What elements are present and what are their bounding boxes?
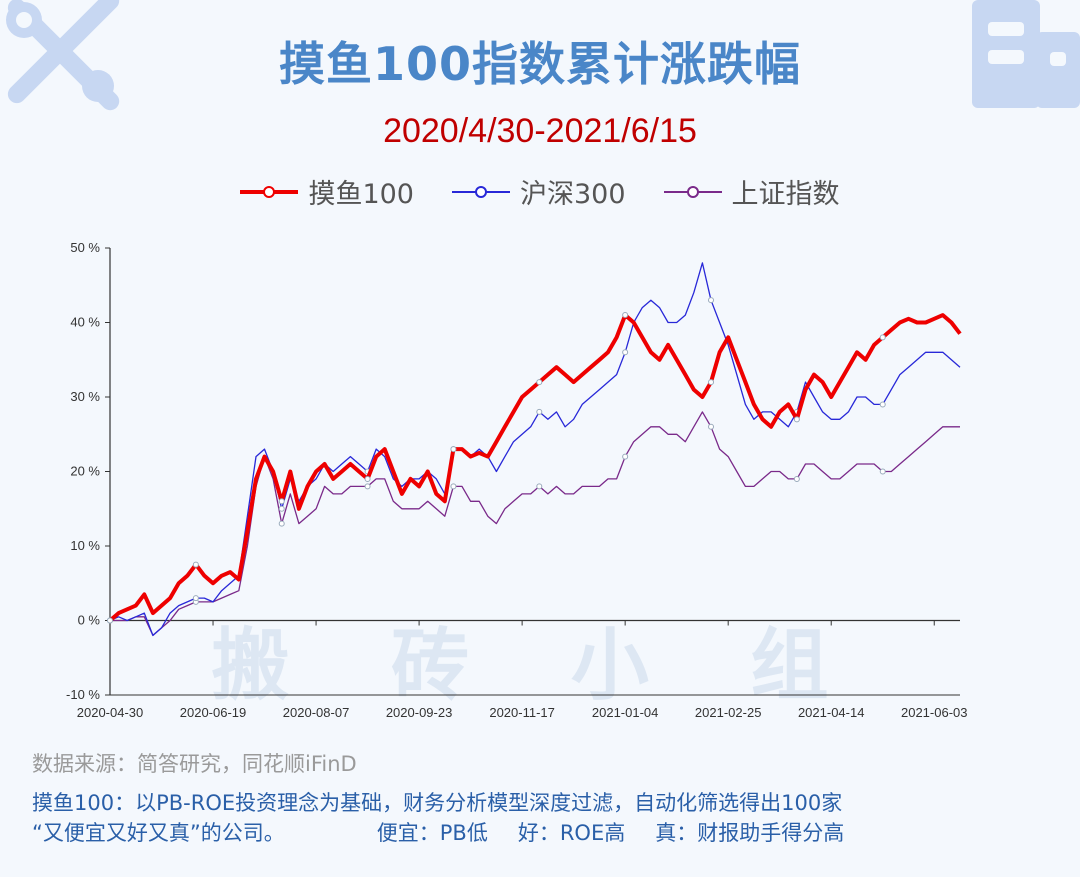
chart-subtitle: 2020/4/30-2021/6/15 xyxy=(383,112,697,150)
data-point xyxy=(879,468,886,475)
good-note: 好：ROE高 xyxy=(517,821,626,845)
description-text: “又便宜又好又真”的公司。 xyxy=(32,821,285,845)
series-line xyxy=(108,313,962,623)
data-point xyxy=(708,297,715,304)
data-point xyxy=(793,475,800,482)
chart-title: 摸鱼100指数累计涨跌幅 xyxy=(278,37,802,91)
data-point xyxy=(536,408,543,415)
data-point xyxy=(708,379,715,386)
data-point xyxy=(278,505,285,512)
x-tick-label: 2020-08-07 xyxy=(283,705,350,720)
description-line: 摸鱼100：以PB-ROE投资理念为基础，财务分析模型深度过滤，自动化筛选得出1… xyxy=(32,791,843,815)
x-tick-label: 2021-04-14 xyxy=(798,705,865,720)
data-point xyxy=(364,475,371,482)
x-tick-label: 2020-04-30 xyxy=(77,705,144,720)
legend-swatch xyxy=(240,185,299,198)
series-lines xyxy=(107,262,962,637)
y-tick-label: 20 % xyxy=(70,464,100,479)
real-note: 真：财报助手得分高 xyxy=(655,821,845,845)
legend-label: 摸鱼100 xyxy=(308,179,414,210)
data-point xyxy=(879,334,886,341)
legend-label: 沪深300 xyxy=(520,179,626,210)
x-tick-label: 2020-11-17 xyxy=(489,705,555,720)
data-point xyxy=(192,561,199,568)
wrench-screwdriver-icon xyxy=(6,0,120,111)
data-point xyxy=(278,498,285,505)
data-point xyxy=(622,349,629,356)
y-tick-label: 40 % xyxy=(70,315,100,330)
x-tick-label: 2021-01-04 xyxy=(592,705,659,720)
building-icon xyxy=(972,0,1080,108)
legend-label: 上证指数 xyxy=(731,179,840,210)
legend-swatch xyxy=(663,185,722,198)
data-point xyxy=(107,617,113,624)
data-point xyxy=(536,379,543,386)
y-tick-label: -10 % xyxy=(66,687,100,702)
description: 摸鱼100：以PB-ROE投资理念为基础，财务分析模型深度过滤，自动化筛选得出1… xyxy=(32,788,844,848)
description-line: “又便宜又好又真”的公司。 便宜：PB低 好：ROE高 真：财报助手得分高 xyxy=(32,818,844,848)
data-point xyxy=(879,401,886,408)
data-source: 数据来源：简答研究，同花顺iFinD xyxy=(32,752,357,776)
watermark: 搬 砖 小 组 xyxy=(211,621,868,709)
cheap-note: 便宜：PB低 xyxy=(376,821,488,845)
data-point xyxy=(622,453,629,460)
line-chart: 搬 砖 小 组 -10 % 0 % 10 % 20 % 30 % 40 % 50 % 2020… xyxy=(66,240,967,720)
y-tick-label: 30 % xyxy=(70,389,100,404)
data-point xyxy=(192,595,199,602)
series-line xyxy=(109,262,961,637)
data-point xyxy=(364,483,371,490)
x-tick-label: 2021-02-25 xyxy=(695,705,762,720)
series-line xyxy=(110,411,960,637)
axes: -10 % 0 % 10 % 20 % 30 % 40 % 50 % 2020-04-30 20… xyxy=(66,240,967,720)
legend: 摸鱼100 沪深300 上证指数 xyxy=(0,172,1080,211)
data-point xyxy=(278,520,285,527)
y-tick-label: 50 % xyxy=(70,240,100,255)
data-point xyxy=(793,416,800,423)
data-point xyxy=(450,446,457,453)
y-tick-label: 0 % xyxy=(78,613,101,628)
data-point xyxy=(708,423,715,430)
data-point xyxy=(450,483,457,490)
x-tick-label: 2020-06-19 xyxy=(180,705,247,720)
x-tick-label: 2020-09-23 xyxy=(386,705,453,720)
legend-item[interactable]: 沪深300 xyxy=(452,172,626,211)
y-tick-label: 10 % xyxy=(70,538,100,553)
x-tick-label: 2021-06-03 xyxy=(901,705,968,720)
legend-swatch xyxy=(452,185,510,198)
legend-item[interactable]: 摸鱼100 xyxy=(240,172,414,211)
data-point xyxy=(622,312,629,319)
data-point xyxy=(536,483,543,490)
legend-item[interactable]: 上证指数 xyxy=(663,172,840,211)
